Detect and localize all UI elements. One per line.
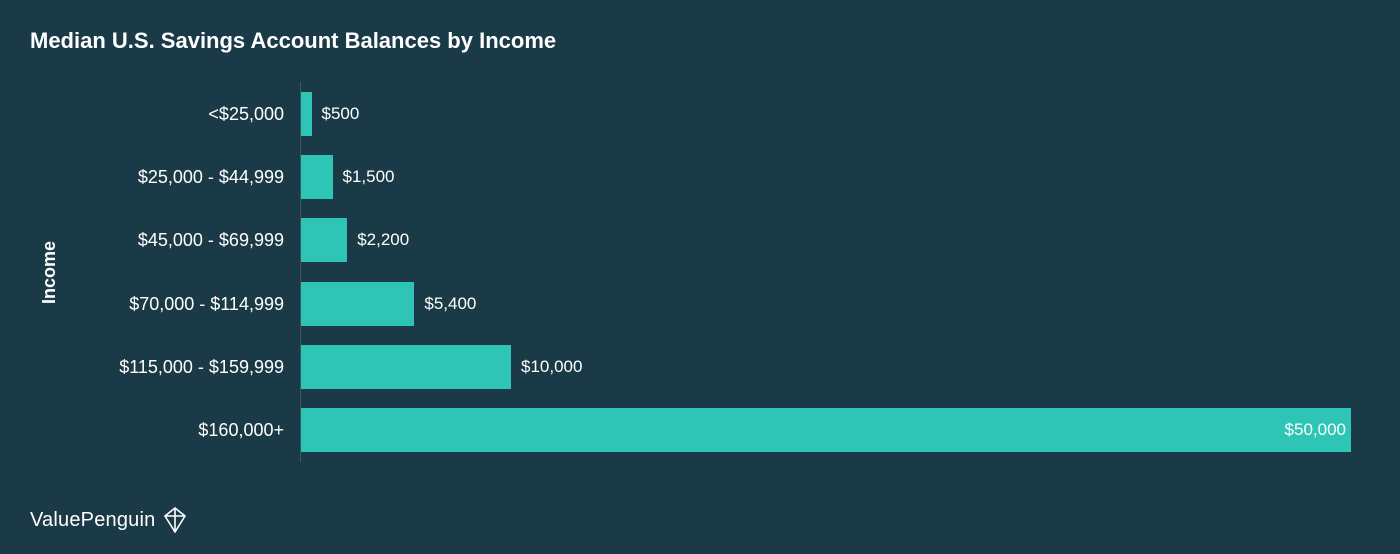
bar-row: $5,400 [301,282,1360,326]
penguin-icon [161,506,189,534]
y-axis-label: Income [40,240,61,303]
category-label: $45,000 - $69,999 [70,231,300,249]
bar [301,408,1351,452]
bar-value-label: $2,200 [347,230,409,250]
chart-plot: Income <$25,000 $25,000 - $44,999 $45,000 … [30,82,1360,462]
bar [301,282,414,326]
bar-row: $2,200 [301,218,1360,262]
category-label: $25,000 - $44,999 [70,168,300,186]
chart-title: Median U.S. Savings Account Balances by … [30,28,1360,54]
bar-value-label: $5,400 [414,294,476,314]
bar [301,218,347,262]
category-label: $160,000+ [70,421,300,439]
bars-column: $500 $1,500 $2,200 $5,400 $10,000 $50,000 [300,82,1360,462]
chart-container: Median U.S. Savings Account Balances by … [0,0,1400,554]
bar-row: $500 [301,92,1360,136]
brand-footer: ValuePenguin [30,506,189,534]
bar [301,155,333,199]
category-label: <$25,000 [70,105,300,123]
category-label: $70,000 - $114,999 [70,295,300,313]
bar-value-label: $10,000 [511,357,582,377]
bar-row: $50,000 [301,408,1360,452]
bar-value-label: $500 [312,104,360,124]
bar-value-label: $50,000 [1285,420,1346,440]
bar [301,92,312,136]
bar-value-label: $1,500 [333,167,395,187]
brand-name: ValuePenguin [30,509,155,532]
bar-row: $1,500 [301,155,1360,199]
y-axis-label-column: Income [30,82,70,462]
category-labels-column: <$25,000 $25,000 - $44,999 $45,000 - $69,9… [70,82,300,462]
category-label: $115,000 - $159,999 [70,358,300,376]
bar-row: $10,000 [301,345,1360,389]
bar [301,345,511,389]
